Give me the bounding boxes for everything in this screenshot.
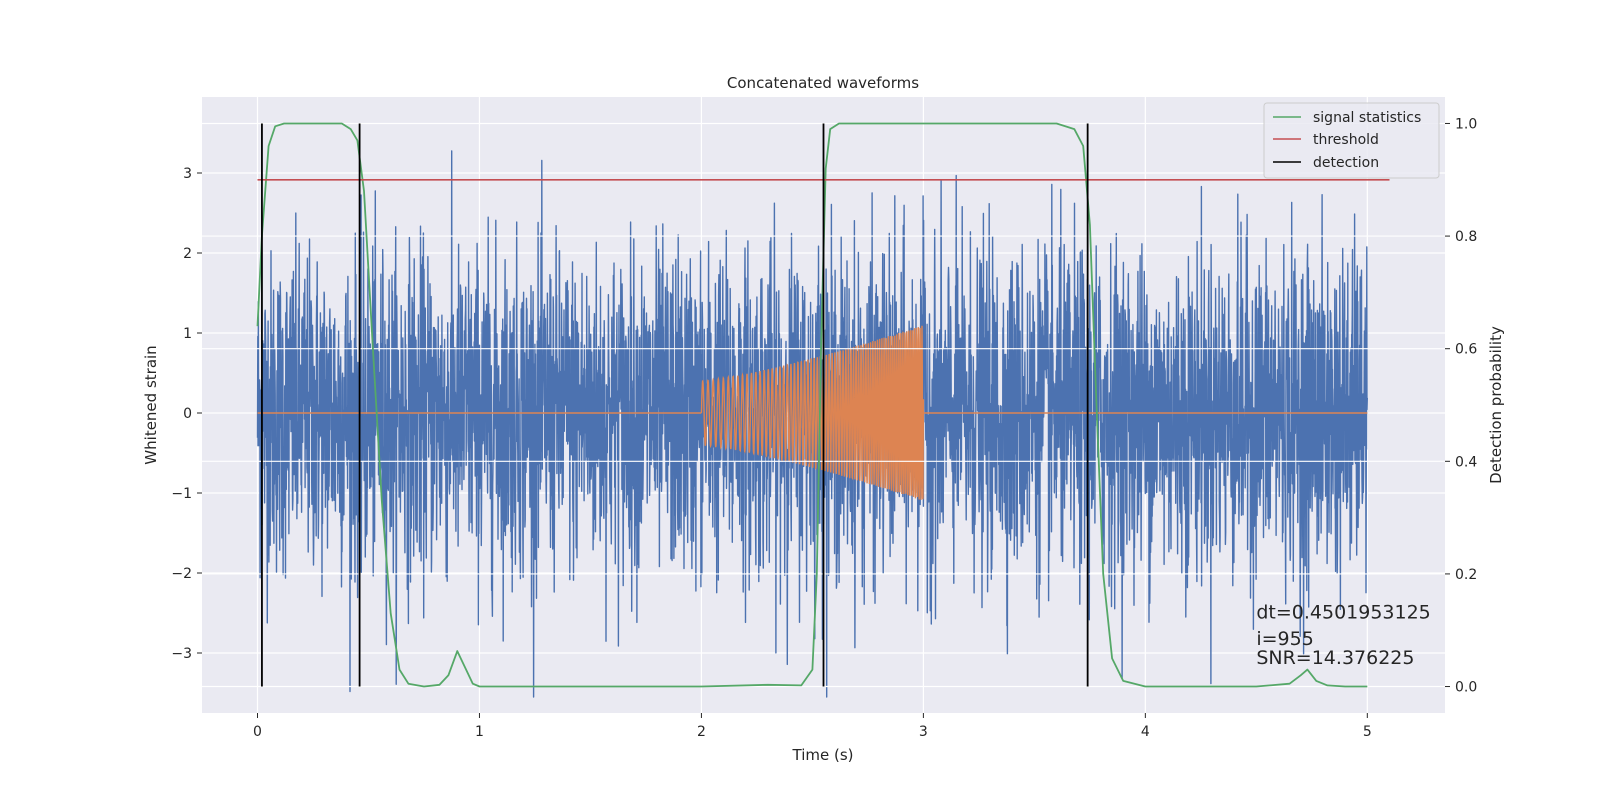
injected-signal-series	[257, 325, 1368, 500]
y-left-tick-label: 0	[183, 406, 192, 422]
annotation-text: i=955	[1256, 628, 1313, 650]
y-left-tick-label: −1	[171, 486, 192, 502]
y-right-tick-label: 0.6	[1455, 342, 1477, 358]
signal-statistics-line	[256, 122, 1368, 688]
y-right-axis-label: Detection probability	[1487, 326, 1505, 484]
y-left-tick-label: 3	[183, 166, 192, 182]
detection-series	[261, 123, 1089, 687]
y-left-axis-ticks: −3 −2 −1 0 1 2 3	[171, 166, 202, 662]
x-tick-label: 1	[475, 724, 484, 740]
legend-label-signal-statistics: signal statistics	[1313, 110, 1421, 126]
y-right-tick-label: 0.2	[1455, 567, 1477, 583]
x-tick-label: 0	[253, 724, 262, 740]
x-tick-label: 5	[1363, 724, 1372, 740]
y-right-axis-ticks: 0.0 0.2 0.4 0.6 0.8 1.0	[1445, 116, 1477, 696]
x-tick-label: 3	[919, 724, 928, 740]
injected-signal-line	[257, 325, 1368, 500]
y-left-axis-label: Whitened strain	[142, 345, 160, 464]
y-right-tick-label: 0.8	[1455, 229, 1477, 245]
y-right-tick-label: 1.0	[1455, 116, 1477, 132]
y-right-tick-label: 0.0	[1455, 680, 1477, 696]
x-axis-label: Time (s)	[792, 746, 854, 764]
y-left-tick-label: 1	[183, 326, 192, 342]
x-tick-label: 2	[697, 724, 706, 740]
y-left-tick-label: −2	[171, 566, 192, 582]
y-right-tick-label: 0.4	[1455, 454, 1477, 470]
annotation-text: dt=0.4501953125	[1256, 602, 1430, 624]
chart-title: Concatenated waveforms	[727, 74, 919, 92]
y-left-tick-label: −3	[171, 646, 192, 662]
legend-box	[1263, 102, 1440, 179]
signal-statistics-series	[256, 122, 1368, 688]
y-left-tick-label: 2	[183, 246, 192, 262]
legend: signal statistics threshold detection	[1263, 102, 1440, 179]
x-tick-label: 4	[1141, 724, 1150, 740]
annotation-text: SNR=14.376225	[1256, 647, 1414, 669]
legend-label-threshold: threshold	[1313, 132, 1379, 148]
x-axis-ticks: 0 1 2 3 4 5	[253, 713, 1372, 740]
legend-label-detection: detection	[1313, 155, 1379, 171]
